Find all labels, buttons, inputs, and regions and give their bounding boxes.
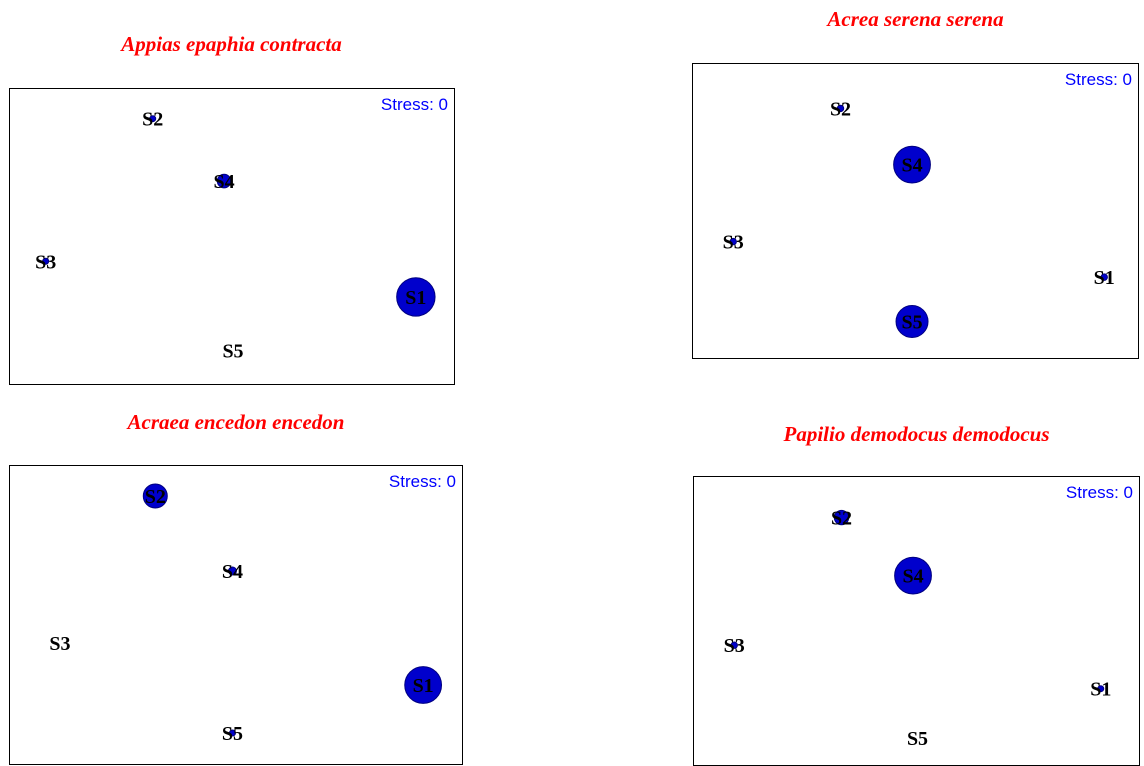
point-s1: S1 — [396, 277, 436, 317]
bubble-marker — [216, 173, 232, 189]
point-s3: S3 — [723, 232, 744, 254]
point-s5: S5 — [222, 340, 243, 362]
bubble-marker — [1100, 273, 1108, 281]
scatter-svg: S1 S2 S3 S4 S5 — [49, 483, 443, 745]
bubble-marker — [142, 483, 168, 509]
point-s2: S2 — [142, 483, 168, 509]
point-s4: S4 — [222, 561, 243, 583]
plot-area: S1 S2 S3 S4 S5 Stress: 0 — [693, 476, 1140, 766]
stress-label: Stress: 0 — [380, 95, 448, 114]
point-s4: S4 — [214, 171, 235, 193]
point-label: S5 — [907, 728, 928, 750]
point-s4: S4 — [893, 145, 931, 184]
point-s2: S2 — [830, 98, 851, 120]
point-label: S4 — [214, 171, 235, 193]
point-label: S4 — [222, 561, 243, 583]
point-s5: S5 — [222, 723, 243, 745]
point-label: S2 — [830, 98, 851, 120]
point-label: S1 — [1094, 267, 1115, 289]
scatter-svg: S1 S2 S3 S4 S5 — [35, 109, 436, 362]
point-s4: S4 — [894, 556, 932, 595]
bubble-marker — [893, 145, 931, 184]
stress-label: Stress: 0 — [388, 472, 456, 491]
point-s1: S1 — [1094, 267, 1115, 289]
point-label: S5 — [222, 723, 243, 745]
point-label: S5 — [901, 312, 922, 334]
chart-title: Appias epaphia contracta — [121, 32, 342, 56]
point-label: S2 — [142, 109, 163, 131]
bubble-marker — [833, 509, 850, 526]
bubble-marker — [404, 666, 443, 704]
bubble-marker — [149, 115, 157, 123]
chart-title: Papilio demodocus demodocus — [783, 422, 1050, 446]
point-s2: S2 — [831, 508, 852, 530]
bubble-marker — [836, 104, 845, 113]
stress-label: Stress: 0 — [1065, 483, 1133, 502]
point-s1: S1 — [1090, 679, 1111, 701]
point-label: S2 — [145, 486, 166, 508]
point-label: S3 — [724, 635, 745, 657]
plot-area: S1 S2 S3 S4 S5 Stress: 0 — [9, 465, 463, 765]
point-s1: S1 — [404, 666, 443, 704]
chart-title: Acrea serena serena — [827, 7, 1004, 31]
point-label: S3 — [35, 251, 56, 273]
scatter-svg: S1 S2 S3 S4 S5 — [724, 508, 1112, 750]
scatter-svg: S1 S2 S3 S4 S5 — [723, 98, 1115, 339]
point-s5: S5 — [895, 305, 929, 339]
chart-panel-2: Acraea encedon encedon S1 S2 S3 S4 S5 Stress… — [9, 408, 463, 765]
point-label: S4 — [901, 155, 922, 177]
point-s3: S3 — [724, 635, 745, 657]
chart-title: Acraea encedon encedon — [127, 410, 345, 434]
plot-area: S1 S2 S3 S4 S5 Stress: 0 — [9, 88, 455, 385]
chart-panel-1: Acrea serena serena S1 S2 S3 S4 S5 Stress: 0 — [692, 5, 1139, 365]
point-s3: S3 — [49, 633, 70, 655]
point-label: S2 — [831, 508, 852, 530]
point-s2: S2 — [142, 109, 163, 131]
stress-label: Stress: 0 — [1064, 70, 1132, 89]
point-label: S5 — [222, 340, 243, 362]
bubble-marker — [228, 729, 236, 737]
chart-panel-0: Appias epaphia contracta S1 S2 S3 S4 S5 Stre… — [8, 30, 455, 390]
point-label: S1 — [1090, 679, 1111, 701]
point-label: S1 — [413, 675, 434, 697]
point-label: S4 — [902, 566, 923, 588]
bubble-marker — [730, 641, 738, 649]
bubble-marker — [729, 237, 737, 246]
bubble-marker — [1097, 685, 1105, 693]
bubble-marker — [895, 305, 929, 339]
chart-panel-3: Papilio demodocus demodocus S1 S2 S3 S4 S5 S… — [693, 420, 1140, 766]
point-label: S1 — [405, 287, 426, 309]
point-s5: S5 — [907, 728, 928, 750]
bubble-marker — [894, 556, 932, 595]
point-s3: S3 — [35, 251, 56, 273]
point-label: S3 — [723, 232, 744, 254]
bubble-marker — [227, 566, 237, 576]
bubble-marker — [42, 257, 50, 265]
point-label: S3 — [49, 633, 70, 655]
bubble-marker — [396, 277, 436, 317]
plot-area: S1 S2 S3 S4 S5 Stress: 0 — [692, 63, 1139, 359]
